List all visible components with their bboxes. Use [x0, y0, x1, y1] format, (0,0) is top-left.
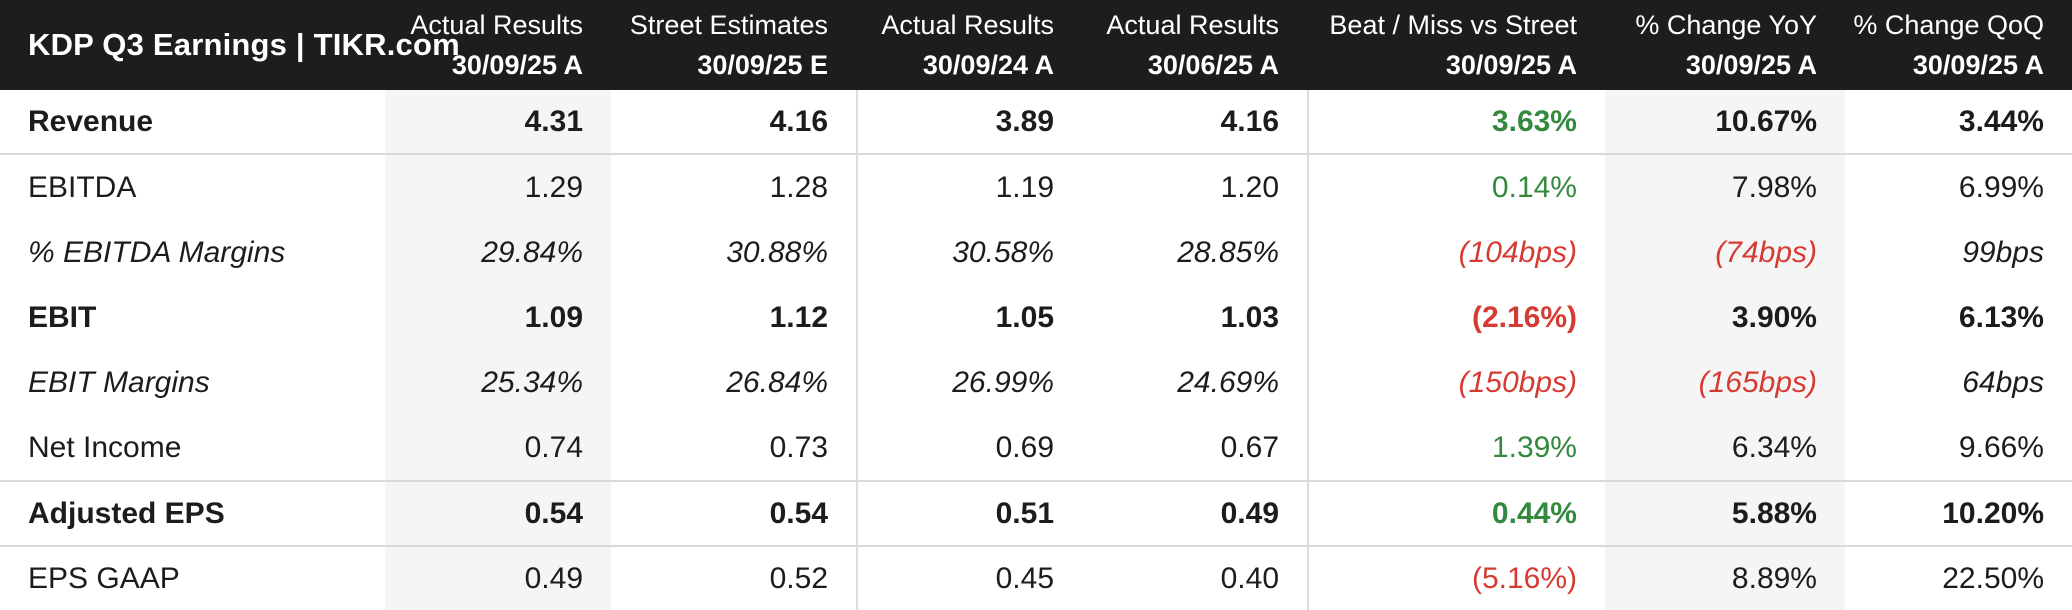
row-label: EBITDA — [28, 170, 137, 204]
value-cell: 1.29 — [385, 155, 611, 220]
row-label: EBIT Margins — [28, 365, 210, 399]
value-cell: 0.73 — [769, 430, 828, 464]
row-label: EPS GAAP — [28, 561, 180, 595]
value-cell: 30.88% — [726, 235, 828, 269]
value-cell: 0.74 — [385, 415, 611, 480]
value-cell: (104bps) — [1307, 220, 1605, 285]
value-cell: 10.67% — [1605, 90, 1845, 153]
value-cell: 0.44% — [1307, 482, 1605, 545]
value-cell: 6.13% — [1958, 300, 2044, 334]
table-row: Adjusted EPS 0.54 0.54 0.51 0.49 0.44% 5.88% 10… — [0, 480, 2072, 545]
value-cell: 26.99% — [856, 350, 1082, 415]
column-header-label: % Change YoY — [1635, 9, 1817, 40]
column-header-5: Beat / Miss vs Street 30/09/25 A — [1307, 0, 1605, 90]
value-cell: 30.58% — [856, 220, 1082, 285]
value-cell: 1.28 — [769, 170, 828, 204]
value-cell: 24.69% — [1177, 365, 1279, 399]
value-cell: 3.90% — [1605, 285, 1845, 350]
value-cell: 1.05 — [856, 285, 1082, 350]
column-header-date: 30/09/25 A — [1912, 49, 2044, 80]
value-cell: 64bps — [1962, 365, 2044, 399]
value-cell: 0.40 — [1220, 561, 1279, 595]
row-label: Net Income — [28, 430, 182, 464]
value-cell: 29.84% — [385, 220, 611, 285]
table-row: Net Income 0.74 0.73 0.69 0.67 1.39% 6.34% 9.66… — [0, 415, 2072, 480]
column-header-date: 30/09/25 E — [697, 49, 828, 80]
value-cell: 4.31 — [385, 90, 611, 153]
value-cell: 6.34% — [1605, 415, 1845, 480]
value-cell: 4.16 — [1220, 104, 1279, 138]
column-header-1: Actual Results 30/09/25 A — [385, 0, 611, 90]
value-cell: 0.52 — [769, 561, 828, 595]
table-row: EBIT Margins 25.34% 26.84% 26.99% 24.69% (150… — [0, 350, 2072, 415]
table-row: EPS GAAP 0.49 0.52 0.45 0.40 (5.16%) 8.89% 22.5… — [0, 545, 2072, 610]
value-cell: 1.39% — [1307, 415, 1605, 480]
row-label: % EBITDA Margins — [28, 235, 286, 269]
value-cell: 22.50% — [1942, 561, 2044, 595]
column-header-date: 30/09/25 A — [451, 49, 583, 80]
value-cell: 0.51 — [856, 482, 1082, 545]
column-header-label: Actual Results — [410, 9, 583, 40]
value-cell: 1.12 — [769, 300, 828, 334]
value-cell: (5.16%) — [1307, 547, 1605, 610]
column-header-date: 30/09/24 A — [922, 49, 1054, 80]
column-header-label: Actual Results — [1106, 9, 1279, 40]
column-header-2: Street Estimates 30/09/25 E — [611, 0, 856, 90]
value-cell: (74bps) — [1605, 220, 1845, 285]
column-header-6: % Change YoY 30/09/25 A — [1605, 0, 1845, 90]
value-cell: (2.16%) — [1307, 285, 1605, 350]
value-cell: (150bps) — [1307, 350, 1605, 415]
table-header-row: KDP Q3 Earnings | TIKR.com Actual Result… — [0, 0, 2072, 90]
value-cell: 3.89 — [856, 90, 1082, 153]
column-header-7: % Change QoQ 30/09/25 A — [1845, 0, 2072, 90]
table-row: Revenue 4.31 4.16 3.89 4.16 3.63% 10.67% 3.44% — [0, 90, 2072, 155]
value-cell: 10.20% — [1942, 496, 2044, 530]
column-header-4: Actual Results 30/06/25 A — [1082, 0, 1307, 90]
value-cell: 6.99% — [1958, 170, 2044, 204]
value-cell: 0.49 — [385, 547, 611, 610]
value-cell: 0.14% — [1307, 155, 1605, 220]
page-title: KDP Q3 Earnings | TIKR.com — [28, 27, 460, 62]
column-header-date: 30/09/25 A — [1445, 49, 1577, 80]
table-row: EBIT 1.09 1.12 1.05 1.03 (2.16%) 3.90% 6.13% — [0, 285, 2072, 350]
value-cell: 3.44% — [1958, 104, 2044, 138]
column-header-date: 30/09/25 A — [1685, 49, 1817, 80]
value-cell: 8.89% — [1605, 547, 1845, 610]
table-body: Revenue 4.31 4.16 3.89 4.16 3.63% 10.67% 3.44% E… — [0, 90, 2072, 610]
value-cell: 25.34% — [385, 350, 611, 415]
value-cell: 7.98% — [1605, 155, 1845, 220]
column-header-label: Beat / Miss vs Street — [1329, 9, 1577, 40]
value-cell: 0.54 — [769, 496, 828, 530]
value-cell: 1.20 — [1220, 170, 1279, 204]
value-cell: 5.88% — [1605, 482, 1845, 545]
value-cell: 0.49 — [1220, 496, 1279, 530]
value-cell: 0.69 — [856, 415, 1082, 480]
value-cell: 1.03 — [1220, 300, 1279, 334]
value-cell: 1.09 — [385, 285, 611, 350]
value-cell: 3.63% — [1307, 90, 1605, 153]
column-header-3: Actual Results 30/09/24 A — [856, 0, 1082, 90]
column-header-date: 30/06/25 A — [1147, 49, 1279, 80]
value-cell: 26.84% — [726, 365, 828, 399]
column-header-label: Actual Results — [881, 9, 1054, 40]
value-cell: 1.19 — [856, 155, 1082, 220]
table-row: EBITDA 1.29 1.28 1.19 1.20 0.14% 7.98% 6.99% — [0, 155, 2072, 220]
row-label: Revenue — [28, 104, 154, 138]
row-label: EBIT — [28, 300, 97, 334]
column-header-label: Street Estimates — [629, 9, 828, 40]
value-cell: 28.85% — [1177, 235, 1279, 269]
row-label: Adjusted EPS — [28, 496, 225, 530]
value-cell: (165bps) — [1605, 350, 1845, 415]
value-cell: 0.54 — [385, 482, 611, 545]
value-cell: 99bps — [1962, 235, 2044, 269]
value-cell: 4.16 — [769, 104, 828, 138]
value-cell: 0.67 — [1220, 430, 1279, 464]
value-cell: 0.45 — [856, 547, 1082, 610]
value-cell: 9.66% — [1958, 430, 2044, 464]
table-row: % EBITDA Margins 29.84% 30.88% 30.58% 28.85%… — [0, 220, 2072, 285]
column-header-label: % Change QoQ — [1853, 9, 2044, 40]
